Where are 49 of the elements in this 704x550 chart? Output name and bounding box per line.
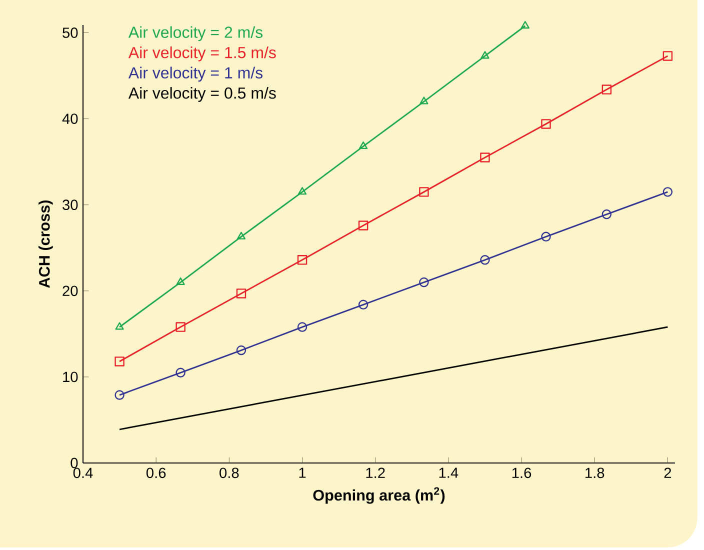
x-axis-title: Opening area (m$^{2}$) xyxy=(313,487,445,504)
y-tick-label: 0 xyxy=(70,458,78,468)
y-axis-title: ACH (cross) xyxy=(38,200,53,288)
point xyxy=(298,187,307,195)
x-tick-label: 1 xyxy=(299,468,306,478)
x-tick-label: 1.4 xyxy=(439,468,458,478)
text: Air velocity = 2 m/s xyxy=(128,26,263,42)
point xyxy=(662,51,673,61)
y-tick-label: 30 xyxy=(62,200,78,210)
y-tick-label: 40 xyxy=(62,114,78,124)
point xyxy=(236,232,246,240)
point xyxy=(176,368,186,378)
y-tick-label: 10 xyxy=(63,372,78,382)
point xyxy=(236,345,246,356)
point xyxy=(480,152,490,162)
point xyxy=(419,187,429,197)
x-tick-label: 1.2 xyxy=(366,468,385,478)
point xyxy=(358,300,368,310)
point xyxy=(114,356,124,366)
point xyxy=(541,119,551,129)
point xyxy=(176,277,185,286)
point xyxy=(602,84,612,94)
point xyxy=(541,232,551,242)
y-tick-label: 50 xyxy=(62,28,78,38)
point xyxy=(480,51,490,59)
point xyxy=(420,96,428,104)
x-tick-label: 2 xyxy=(664,468,672,478)
x-tick-label: 0.6 xyxy=(146,468,166,478)
x-tick-label: 1.8 xyxy=(586,468,604,478)
point xyxy=(358,220,368,230)
point xyxy=(520,20,530,29)
point xyxy=(236,288,246,298)
point xyxy=(176,322,186,332)
text: Air velocity = 1 m/s xyxy=(128,66,263,82)
point xyxy=(480,255,490,265)
text: Air velocity = 1.5 m/s xyxy=(128,46,276,62)
x-tick-label: 1.6 xyxy=(512,468,532,478)
point xyxy=(602,209,612,220)
x-tick-label: 0.4 xyxy=(73,468,93,478)
text: Air velocity = 0.5 m/s xyxy=(128,87,276,102)
point xyxy=(114,390,124,400)
point xyxy=(297,255,308,265)
point xyxy=(358,141,368,150)
point xyxy=(115,322,124,330)
y-tick-label: 20 xyxy=(62,286,78,296)
point xyxy=(419,277,429,288)
point xyxy=(297,322,308,332)
x-tick-label: 0.8 xyxy=(220,468,239,478)
point xyxy=(662,187,673,197)
